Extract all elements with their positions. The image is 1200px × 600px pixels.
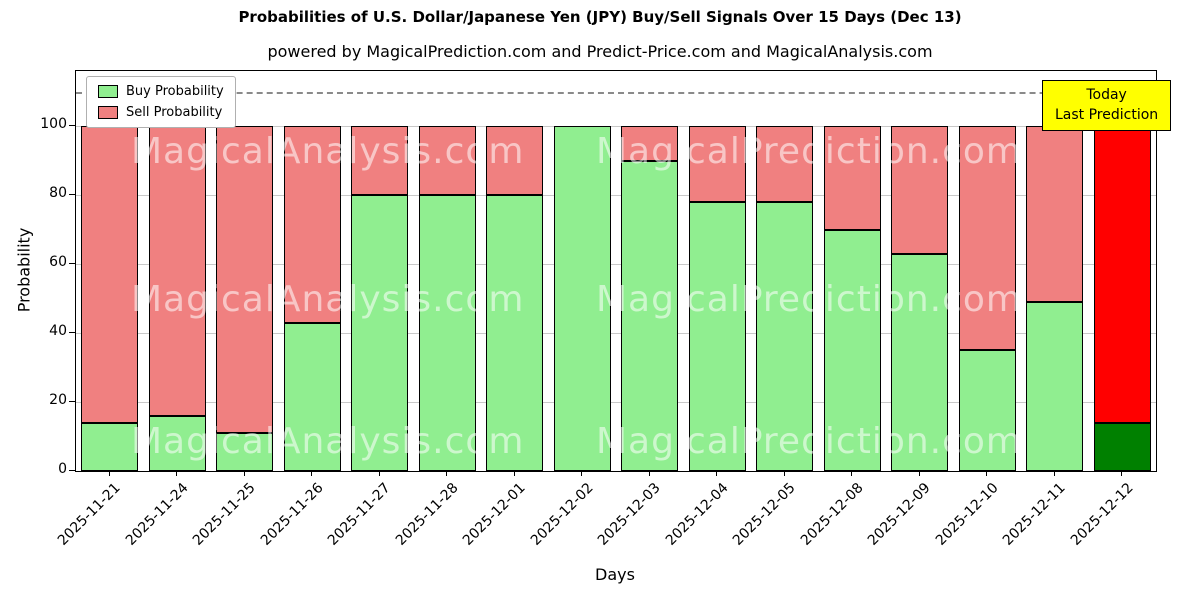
x-tick-label-text: 2025-11-21 bbox=[55, 480, 125, 549]
y-tick-mark bbox=[69, 401, 75, 403]
x-tick-mark bbox=[378, 471, 380, 476]
sell-bar-segment bbox=[418, 126, 476, 196]
sell-bar-segment bbox=[1093, 91, 1151, 423]
x-tick-label-text: 2025-11-24 bbox=[122, 480, 192, 549]
x-tick-mark bbox=[648, 471, 650, 476]
x-tick-mark bbox=[918, 471, 920, 476]
sell-bar-segment bbox=[621, 126, 679, 161]
x-tick-label-text: 2025-12-02 bbox=[527, 480, 597, 549]
x-tick-mark bbox=[1121, 471, 1123, 476]
x-tick-label-text: 2025-11-28 bbox=[392, 480, 462, 549]
y-tick-mark bbox=[69, 332, 75, 334]
gridline bbox=[76, 471, 1156, 472]
x-tick-label-text: 2025-12-09 bbox=[865, 480, 935, 549]
x-tick-label-text: 2025-12-05 bbox=[730, 480, 800, 549]
y-tick-label: 20 bbox=[49, 392, 67, 409]
sell-bar-segment bbox=[688, 126, 746, 203]
today-annotation: Today Last Prediction bbox=[1042, 80, 1172, 131]
x-tick-mark bbox=[581, 471, 583, 476]
x-tick-mark bbox=[446, 471, 448, 476]
y-tick-mark bbox=[69, 125, 75, 127]
chart-subtitle: powered by MagicalPrediction.com and Pre… bbox=[267, 42, 933, 61]
y-tick-label: 0 bbox=[58, 461, 67, 477]
sell-bar-segment bbox=[486, 126, 544, 196]
sell-bar-segment bbox=[148, 126, 206, 416]
x-tick-mark bbox=[986, 471, 988, 476]
x-axis-label: Days bbox=[595, 565, 635, 584]
legend-item-sell: Sell Probability bbox=[98, 105, 224, 120]
x-tick-mark bbox=[108, 471, 110, 476]
buy-bar-segment bbox=[1026, 302, 1084, 471]
y-tick-label: 40 bbox=[49, 323, 67, 340]
x-tick-label-text: 2025-12-04 bbox=[662, 480, 732, 549]
chart-title: Probabilities of U.S. Dollar/Japanese Ye… bbox=[238, 8, 962, 26]
gridline bbox=[76, 402, 1156, 404]
buy-bar-segment bbox=[891, 253, 949, 471]
buy-bar-segment bbox=[553, 126, 611, 471]
sell-bar-segment bbox=[891, 126, 949, 254]
y-tick-mark bbox=[69, 470, 75, 471]
buy-bar-segment bbox=[418, 195, 476, 471]
x-tick-label-text: 2025-12-03 bbox=[595, 480, 665, 549]
x-tick-label-text: 2025-12-10 bbox=[932, 480, 1002, 549]
sell-bar-segment bbox=[958, 126, 1016, 351]
sell-bar-segment bbox=[756, 126, 814, 203]
buy-bar-segment bbox=[283, 322, 341, 471]
legend-label-buy: Buy Probability bbox=[126, 84, 224, 99]
gridline bbox=[76, 195, 1156, 197]
sell-probability-swatch bbox=[98, 106, 118, 119]
x-tick-mark bbox=[176, 471, 178, 476]
gridline bbox=[76, 264, 1156, 266]
buy-bar-segment bbox=[823, 229, 881, 471]
buy-bar-segment bbox=[756, 202, 814, 471]
x-tick-label-text: 2025-11-27 bbox=[325, 480, 395, 549]
gridline bbox=[76, 333, 1156, 335]
x-tick-mark bbox=[716, 471, 718, 476]
sell-bar-segment bbox=[1026, 126, 1084, 303]
y-tick-label: 60 bbox=[49, 254, 67, 271]
buy-bar-segment bbox=[216, 433, 274, 471]
legend-label-sell: Sell Probability bbox=[126, 105, 223, 120]
sell-bar-segment bbox=[216, 126, 274, 434]
legend-item-buy: Buy Probability bbox=[98, 84, 224, 99]
x-tick-label-text: 2025-12-08 bbox=[797, 480, 867, 549]
sell-bar-segment bbox=[283, 126, 341, 323]
gridline bbox=[76, 126, 1156, 128]
buy-bar-segment bbox=[81, 422, 139, 471]
x-tick-label-text: 2025-11-25 bbox=[190, 480, 260, 549]
x-tick-mark bbox=[1053, 471, 1055, 476]
dashed-reference-line bbox=[76, 91, 1156, 94]
x-tick-mark bbox=[513, 471, 515, 476]
x-tick-mark bbox=[311, 471, 313, 476]
x-tick-label-text: 2025-12-01 bbox=[460, 480, 530, 549]
sell-bar-segment bbox=[823, 126, 881, 230]
y-tick-label: 100 bbox=[40, 116, 67, 133]
buy-bar-segment bbox=[351, 195, 409, 471]
y-tick-mark bbox=[69, 263, 75, 265]
buy-bar-segment bbox=[688, 202, 746, 471]
y-tick-mark bbox=[69, 194, 75, 196]
sell-bar-segment bbox=[351, 126, 409, 196]
today-annotation-line2: Last Prediction bbox=[1055, 107, 1159, 124]
sell-bar-segment bbox=[81, 126, 139, 423]
x-tick-label-text: 2025-12-12 bbox=[1067, 480, 1137, 549]
x-tick-label-text: 2025-12-11 bbox=[1000, 480, 1070, 549]
buy-bar-segment bbox=[486, 195, 544, 471]
buy-bar-segment bbox=[148, 415, 206, 471]
x-tick-mark bbox=[243, 471, 245, 476]
y-tick-label: 80 bbox=[49, 185, 67, 202]
x-tick-mark bbox=[851, 471, 853, 476]
buy-probability-swatch bbox=[98, 85, 118, 98]
buy-bar-segment bbox=[958, 350, 1016, 471]
x-tick-label-text: 2025-11-26 bbox=[257, 480, 327, 549]
plot-area: MagicalAnalysis.com MagicalPrediction.com… bbox=[75, 70, 1157, 472]
today-annotation-line1: Today bbox=[1086, 87, 1127, 103]
buy-bar-segment bbox=[621, 160, 679, 471]
legend: Buy Probability Sell Probability bbox=[86, 76, 236, 128]
buy-bar-segment bbox=[1093, 422, 1151, 471]
x-tick-mark bbox=[783, 471, 785, 476]
